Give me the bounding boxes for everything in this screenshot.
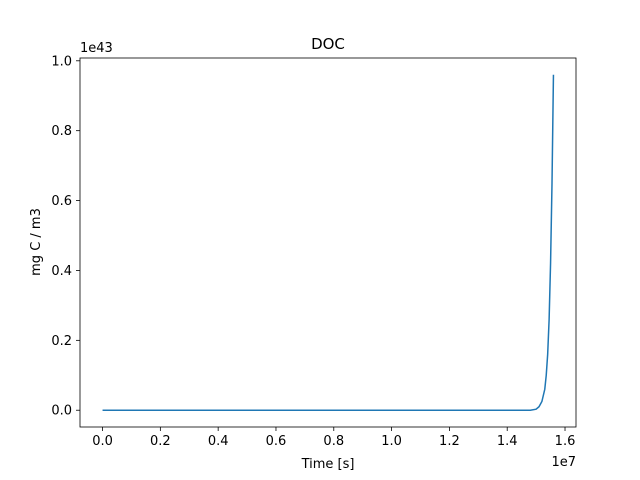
y-offset-label: 1e43: [80, 41, 113, 56]
x-offset-label: 1e7: [551, 455, 576, 470]
chart-title: DOC: [311, 35, 345, 53]
x-tick-label: 1.6: [555, 434, 576, 449]
x-tick-label: 0.4: [208, 434, 229, 449]
x-tick-label: 0.2: [150, 434, 171, 449]
x-tick-label: 0.8: [323, 434, 344, 449]
y-tick-label: 0.4: [51, 264, 72, 279]
x-tick-label: 0.6: [266, 434, 287, 449]
y-axis-ticks: 0.0 0.2 0.4 0.6 0.8 1.0: [51, 54, 80, 419]
y-tick-label: 0.0: [51, 404, 72, 419]
x-axis-ticks: 0.0 0.2 0.4 0.6 0.8 1.0 1.2 1.4 1.6: [92, 427, 575, 449]
y-tick-label: 0.8: [51, 124, 72, 139]
plot-area: [102, 74, 555, 411]
x-tick-label: 1.4: [497, 434, 518, 449]
x-tick-label: 0.0: [92, 434, 113, 449]
x-tick-label: 1.0: [381, 434, 402, 449]
x-tick-label: 1.2: [439, 434, 460, 449]
x-axis-label: Time [s]: [301, 457, 355, 472]
y-axis-label: mg C / m3: [29, 208, 44, 276]
y-tick-label: 0.6: [51, 194, 72, 209]
y-tick-label: 0.2: [51, 334, 72, 349]
y-tick-label: 1.0: [51, 54, 72, 69]
series-line-doc: [102, 74, 555, 411]
plot-frame: [79, 57, 577, 428]
